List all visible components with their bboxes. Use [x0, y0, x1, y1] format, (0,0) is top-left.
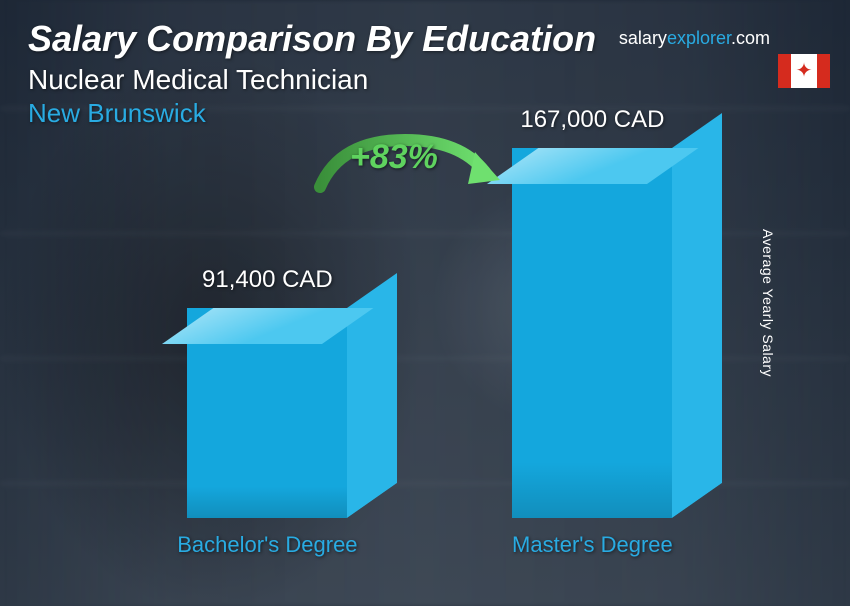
bar-3d	[187, 308, 347, 518]
flag-left-stripe	[778, 54, 791, 88]
brand-part1: salary	[619, 28, 667, 48]
bar-value-label: 167,000 CAD	[520, 106, 664, 134]
bar-category-label: Bachelor's Degree	[177, 532, 357, 558]
brand-logo: salaryexplorer.com	[619, 28, 770, 49]
brand-tld: .com	[731, 28, 770, 48]
flag-right-stripe	[817, 54, 830, 88]
brand-part2: explorer	[667, 28, 731, 48]
maple-leaf-icon: ✦	[796, 61, 813, 81]
region-name: New Brunswick	[28, 98, 822, 129]
flag-center: ✦	[791, 54, 817, 88]
bar-3d	[512, 148, 672, 518]
bar-value-label: 91,400 CAD	[202, 266, 333, 294]
bar-side-face	[672, 113, 722, 518]
job-title: Nuclear Medical Technician	[28, 64, 822, 96]
bar-group-1: 167,000 CAD Master's Degree	[512, 106, 673, 558]
canada-flag-icon: ✦	[778, 54, 830, 88]
bar-group-0: 91,400 CAD Bachelor's Degree	[177, 266, 357, 558]
bar-front-face	[512, 148, 672, 518]
percent-increase-badge: +83%	[350, 138, 438, 177]
salary-bar-chart: 91,400 CADBachelor's Degree167,000 CADMa…	[100, 158, 750, 558]
y-axis-label: Average Yearly Salary	[760, 229, 776, 377]
bar-category-label: Master's Degree	[512, 532, 673, 558]
